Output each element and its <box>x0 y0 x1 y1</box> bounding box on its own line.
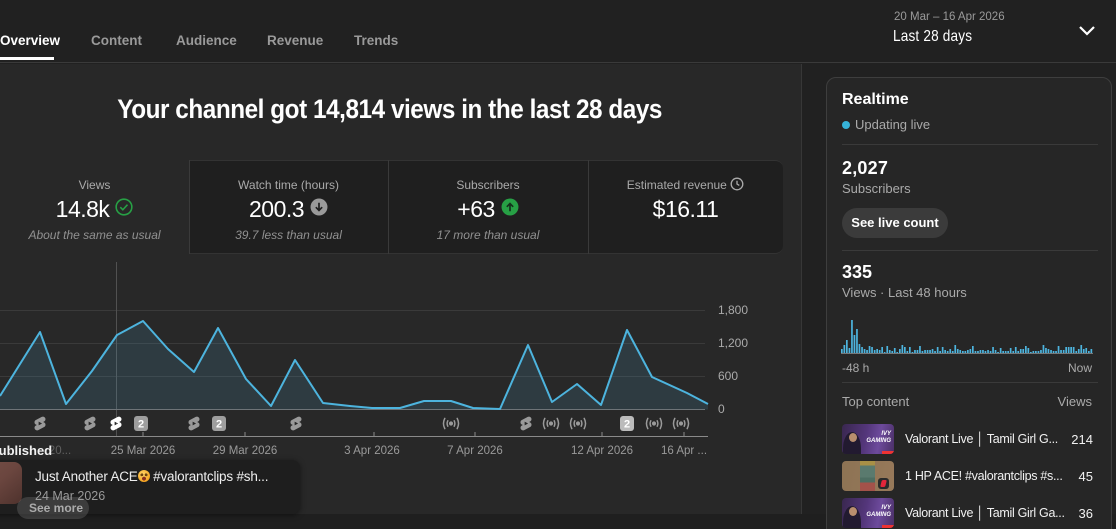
svg-text:3 Apr 2026: 3 Apr 2026 <box>344 445 400 457</box>
svg-text:2: 2 <box>624 419 630 431</box>
svg-text:7 Apr 2026: 7 Apr 2026 <box>447 445 503 457</box>
svg-text:29 Mar 2026: 29 Mar 2026 <box>213 445 278 457</box>
svg-text:16 Apr ...: 16 Apr ... <box>661 445 707 457</box>
svg-text:25 Mar 2026: 25 Mar 2026 <box>111 445 176 457</box>
svg-text:12 Apr 2026: 12 Apr 2026 <box>571 445 633 457</box>
svg-text:1,800: 1,800 <box>718 303 748 317</box>
svg-text:20...: 20... <box>49 445 71 457</box>
svg-text:600: 600 <box>718 369 738 383</box>
svg-text:2: 2 <box>216 419 222 431</box>
svg-text:0: 0 <box>718 402 725 416</box>
svg-text:1,200: 1,200 <box>718 336 748 350</box>
svg-text:2: 2 <box>138 419 144 431</box>
